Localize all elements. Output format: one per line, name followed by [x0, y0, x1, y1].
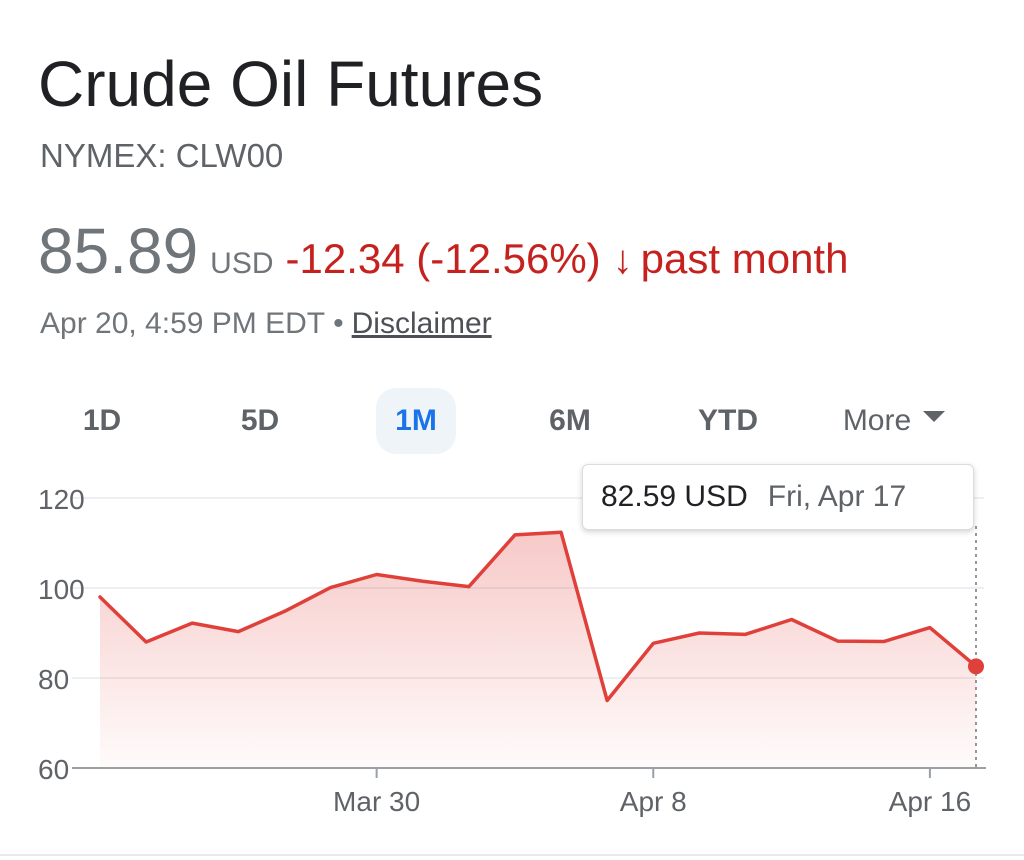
- quote-meta: Apr 20, 4:59 PM EDT • Disclaimer: [40, 304, 492, 344]
- price-line: [98, 530, 978, 703]
- tooltip-value: 82.59 USD: [601, 480, 748, 513]
- y-tick-label-80: 80: [38, 664, 69, 695]
- arrow-down-icon: ↓: [612, 238, 633, 282]
- price-area: [100, 532, 976, 768]
- page-title: Crude Oil Futures: [38, 48, 544, 120]
- bottom-divider: [0, 854, 1024, 856]
- disclaimer-link[interactable]: Disclaimer: [351, 307, 492, 340]
- tab-more-label: More: [842, 404, 912, 437]
- tab-1d[interactable]: 1D: [82, 404, 122, 437]
- caret-down-icon: [923, 410, 946, 422]
- price-change: -12.34 (-12.56%): [285, 235, 601, 282]
- chart-tooltip: 82.59 USD Fri, Apr 17: [582, 464, 974, 530]
- price-row: 85.89 USD -12.34 (-12.56%) ↓ past month: [38, 214, 848, 294]
- tab-1m[interactable]: 1M: [376, 388, 456, 454]
- tooltip-date: Fri, Apr 17: [767, 480, 907, 513]
- change-period: past month: [640, 235, 849, 282]
- tab-ytd[interactable]: YTD: [698, 404, 758, 437]
- price-chart[interactable]: 120 100 80 60 Mar 30 Apr 8 Apr 16: [0, 460, 1024, 840]
- x-tick-label-18: Apr 16: [889, 786, 972, 817]
- quote-timestamp: Apr 20, 4:59 PM EDT: [40, 307, 326, 340]
- ticker-symbol: NYMEX: CLW00: [40, 137, 284, 174]
- x-tick-label-6: Mar 30: [333, 786, 420, 817]
- y-tick-label-120: 120: [38, 484, 85, 515]
- y-tick-label-100: 100: [38, 574, 85, 605]
- range-tabs: 1D 5D 1M 6M YTD More: [60, 388, 970, 454]
- currency-label: USD: [210, 247, 274, 280]
- y-tick-label-60: 60: [38, 754, 69, 785]
- tab-5d[interactable]: 5D: [240, 404, 280, 437]
- highlight-point: [968, 658, 984, 675]
- x-tick-label-12: Apr 8: [620, 786, 687, 817]
- current-price: 85.89: [38, 215, 199, 287]
- tab-6m[interactable]: 6M: [549, 404, 591, 437]
- separator-dot: •: [333, 307, 344, 340]
- tab-more[interactable]: More: [824, 388, 964, 454]
